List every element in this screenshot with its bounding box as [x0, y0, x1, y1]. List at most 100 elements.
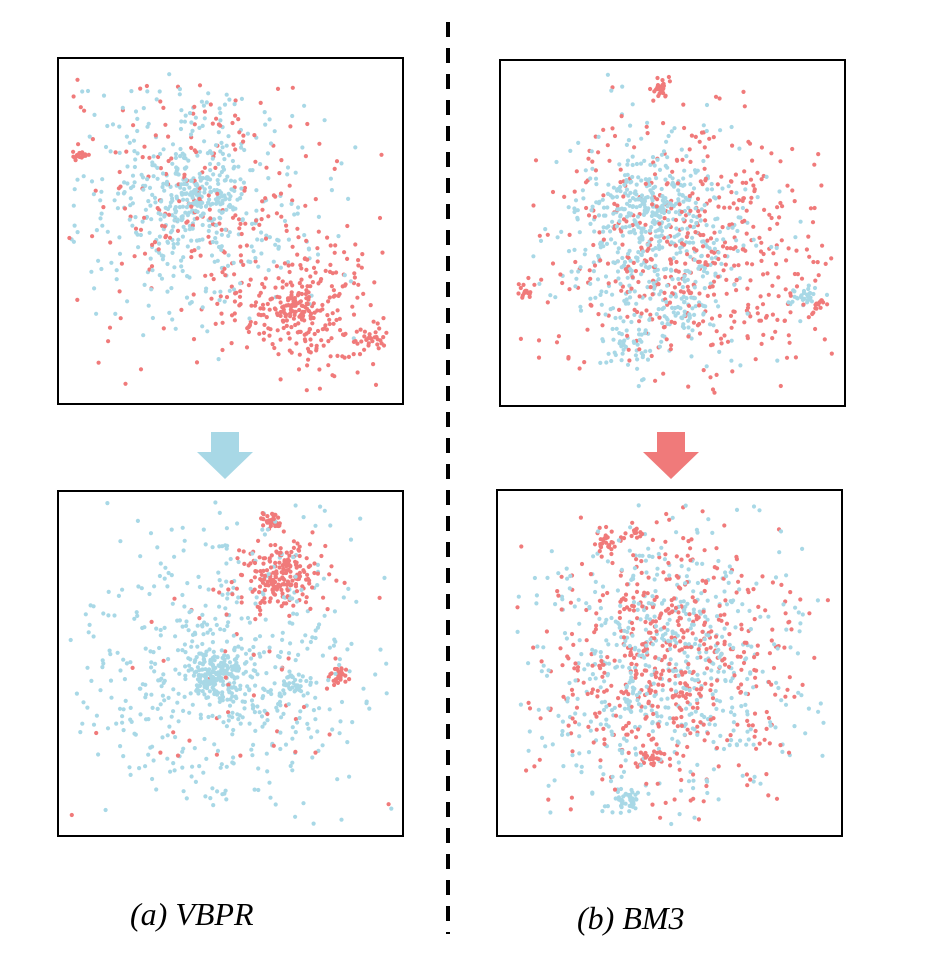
scatter-point	[668, 294, 673, 299]
scatter-point	[746, 723, 751, 728]
scatter-point	[87, 622, 92, 627]
scatter-point	[515, 605, 520, 610]
scatter-point	[712, 261, 718, 266]
scatter-point	[630, 685, 635, 690]
scatter-point	[639, 272, 644, 277]
scatter-point	[572, 666, 577, 671]
scatter-point	[526, 700, 531, 705]
scatter-point	[631, 595, 636, 600]
scatter-point	[187, 710, 192, 715]
scatter-point	[799, 693, 804, 698]
scatter-point	[218, 678, 223, 683]
scatter-point	[685, 744, 690, 750]
scatter-point	[710, 530, 715, 535]
scatter-point	[298, 678, 303, 683]
scatter-point	[767, 226, 772, 232]
scatter-point	[206, 587, 211, 592]
scatter-point	[650, 642, 655, 647]
scatter-point	[656, 243, 662, 248]
scatter-point	[152, 584, 157, 589]
scatter-point	[308, 676, 313, 681]
scatter-point	[196, 673, 201, 678]
scatter-point	[106, 589, 111, 594]
scatter-point	[281, 571, 286, 576]
scatter-point	[609, 358, 614, 364]
scatter-point	[190, 764, 195, 769]
scatter-point	[158, 151, 163, 157]
scatter-point	[381, 316, 386, 321]
scatter-point	[806, 706, 811, 711]
scatter-point	[219, 227, 224, 232]
scatter-point	[801, 288, 807, 294]
scatter-point	[712, 230, 717, 235]
scatter-point	[343, 673, 348, 678]
scatter-point	[239, 192, 244, 197]
scatter-point	[233, 685, 238, 690]
scatter-point	[253, 320, 258, 326]
scatter-point	[296, 367, 302, 372]
scatter-point	[251, 668, 256, 673]
scatter-point	[768, 723, 773, 728]
scatter-point	[695, 672, 700, 677]
scatter-point	[314, 680, 319, 685]
scatter-point	[375, 342, 380, 347]
scatter-point	[774, 245, 779, 251]
scatter-point	[672, 644, 677, 649]
scatter-point	[698, 720, 703, 725]
scatter-point	[705, 293, 710, 298]
scatter-point	[213, 321, 218, 326]
scatter-point	[201, 657, 206, 662]
scatter-point	[661, 210, 667, 216]
scatter-point	[72, 223, 77, 228]
scatter-point	[230, 674, 235, 679]
scatter-point	[180, 268, 185, 274]
scatter-point	[249, 698, 255, 703]
scatter-point	[612, 787, 618, 792]
scatter-point	[683, 261, 688, 266]
scatter-point	[631, 604, 636, 609]
scatter-point	[665, 696, 670, 701]
scatter-point	[286, 702, 291, 707]
scatter-point	[639, 230, 644, 235]
scatter-point	[256, 538, 261, 543]
scatter-point	[188, 691, 193, 696]
scatter-point	[302, 332, 307, 337]
scatter-point	[741, 660, 747, 666]
scatter-point	[625, 158, 631, 163]
scatter-point	[667, 617, 672, 622]
scatter-point	[287, 553, 292, 558]
scatter-point	[636, 601, 641, 606]
scatter-point	[745, 220, 750, 225]
scatter-point	[687, 197, 692, 203]
scatter-point	[299, 266, 304, 271]
scatter-point	[634, 205, 639, 210]
scatter-point	[577, 751, 582, 756]
scatter-point	[224, 143, 229, 148]
scatter-point	[136, 584, 141, 589]
scatter-point	[636, 384, 641, 389]
scatter-point	[347, 669, 352, 674]
scatter-point	[697, 650, 702, 655]
scatter-point	[684, 234, 689, 239]
scatter-point	[373, 330, 378, 335]
scatter-point	[586, 724, 591, 729]
scatter-point	[270, 587, 275, 592]
scatter-point	[648, 312, 653, 317]
scatter-point	[278, 703, 283, 708]
scatter-point	[602, 741, 607, 747]
scatter-point	[260, 724, 265, 729]
scatter-point	[124, 149, 129, 154]
scatter-point	[592, 229, 597, 234]
scatter-point	[642, 199, 647, 204]
scatter-point	[626, 706, 631, 711]
scatter-point	[646, 732, 651, 738]
scatter-point	[122, 180, 127, 185]
scatter-point	[631, 260, 636, 265]
scatter-point	[212, 742, 217, 747]
scatter-point	[217, 298, 222, 303]
scatter-point	[748, 200, 753, 205]
scatter-point	[172, 265, 177, 270]
scatter-point	[722, 612, 727, 617]
scatter-point	[600, 593, 605, 598]
scatter-point	[634, 535, 640, 540]
